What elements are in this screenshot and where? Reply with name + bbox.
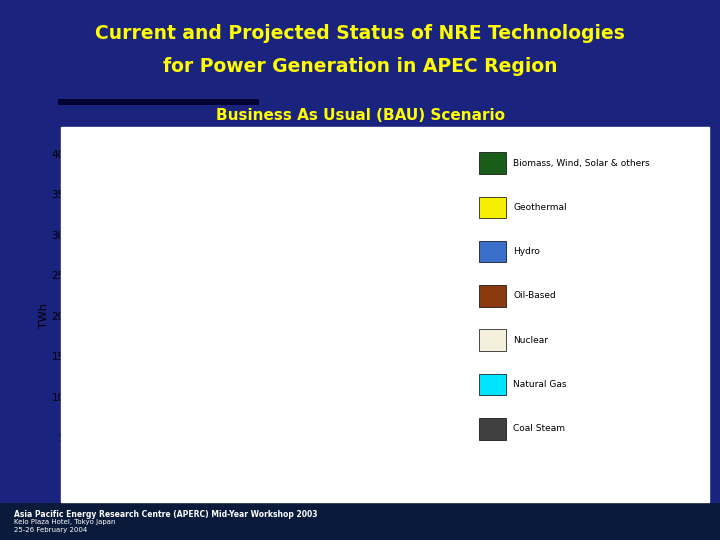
Text: Natural Gas: Natural Gas [513, 380, 567, 389]
Text: 25-26 February 2004: 25-26 February 2004 [14, 527, 88, 533]
Y-axis label: TWh: TWh [39, 303, 48, 328]
Text: Coal Steam: Coal Steam [513, 424, 565, 433]
Text: NRE's share-2.38% in 2050: NRE's share-2.38% in 2050 [329, 167, 477, 177]
Text: Asia Pacific Energy Research Centre (APERC) Mid-Year Workshop 2003: Asia Pacific Energy Research Centre (APE… [14, 510, 318, 519]
Text: Keio Plaza Hotel, Tokyo Japan: Keio Plaza Hotel, Tokyo Japan [14, 519, 116, 525]
Text: Geothermal: Geothermal [513, 203, 567, 212]
Text: Biomass, Wind, Solar & others: Biomass, Wind, Solar & others [513, 159, 650, 167]
Text: Nuclear: Nuclear [513, 336, 549, 345]
Text: for Power Generation in APEC Region: for Power Generation in APEC Region [163, 57, 557, 76]
Text: Oil-Based: Oil-Based [513, 292, 556, 300]
Text: Current and Projected Status of NRE Technologies: Current and Projected Status of NRE Tech… [95, 24, 625, 43]
Text: Hydro: Hydro [513, 247, 540, 256]
Text: Business As Usual (BAU) Scenario: Business As Usual (BAU) Scenario [215, 108, 505, 123]
